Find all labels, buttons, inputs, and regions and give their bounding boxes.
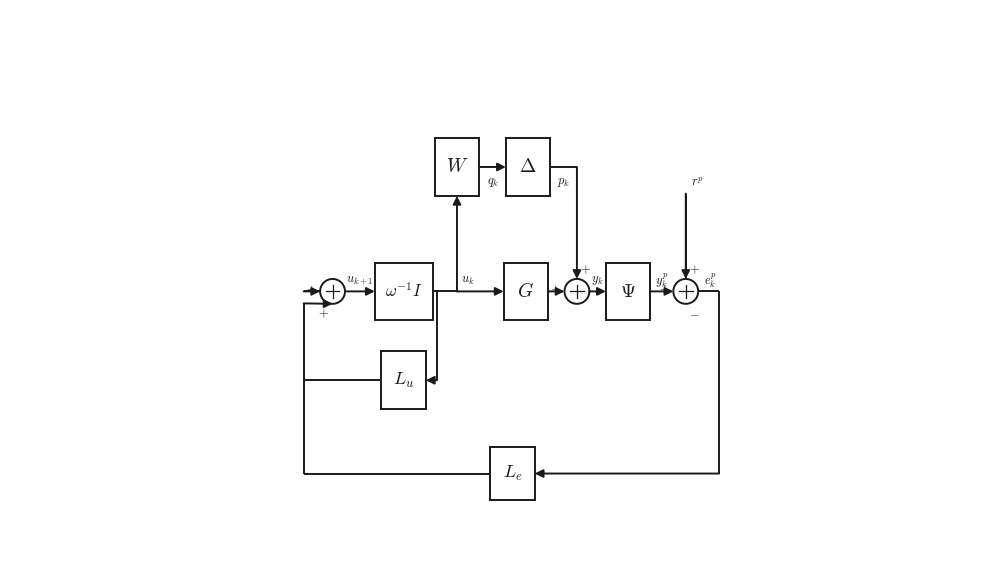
- Text: $\Psi$: $\Psi$: [620, 282, 636, 301]
- Text: $G$: $G$: [517, 282, 534, 301]
- Text: $W$: $W$: [446, 158, 468, 177]
- Text: $r^p$: $r^p$: [691, 176, 704, 189]
- Bar: [504, 263, 548, 320]
- Text: $p_k$: $p_k$: [557, 176, 570, 189]
- Bar: [490, 447, 535, 500]
- Text: $y_k$: $y_k$: [591, 273, 604, 287]
- Text: $+$: $+$: [318, 307, 329, 320]
- Text: $L_u$: $L_u$: [393, 370, 414, 390]
- Text: $u_k$: $u_k$: [461, 273, 475, 287]
- Bar: [606, 263, 650, 320]
- Text: $\mathbf{\Delta}$: $\mathbf{\Delta}$: [519, 158, 537, 177]
- Text: $L_e$: $L_e$: [503, 464, 522, 483]
- Text: $+$: $+$: [580, 263, 591, 276]
- Text: $+$: $+$: [306, 283, 317, 297]
- Bar: [375, 263, 433, 320]
- Text: $+$: $+$: [689, 263, 700, 276]
- Text: $y_k^p$: $y_k^p$: [655, 271, 668, 290]
- Text: $+$: $+$: [550, 283, 561, 297]
- Text: $+$: $+$: [659, 283, 670, 297]
- Text: $\omega^{-1}I$: $\omega^{-1}I$: [385, 282, 423, 301]
- Bar: [506, 138, 550, 196]
- Text: $u_{k+1}$: $u_{k+1}$: [346, 273, 373, 287]
- Text: $-$: $-$: [689, 307, 700, 320]
- Text: $e_k^p$: $e_k^p$: [704, 271, 717, 290]
- Text: $q_k$: $q_k$: [487, 176, 499, 189]
- Bar: [435, 138, 479, 196]
- Bar: [381, 351, 426, 409]
